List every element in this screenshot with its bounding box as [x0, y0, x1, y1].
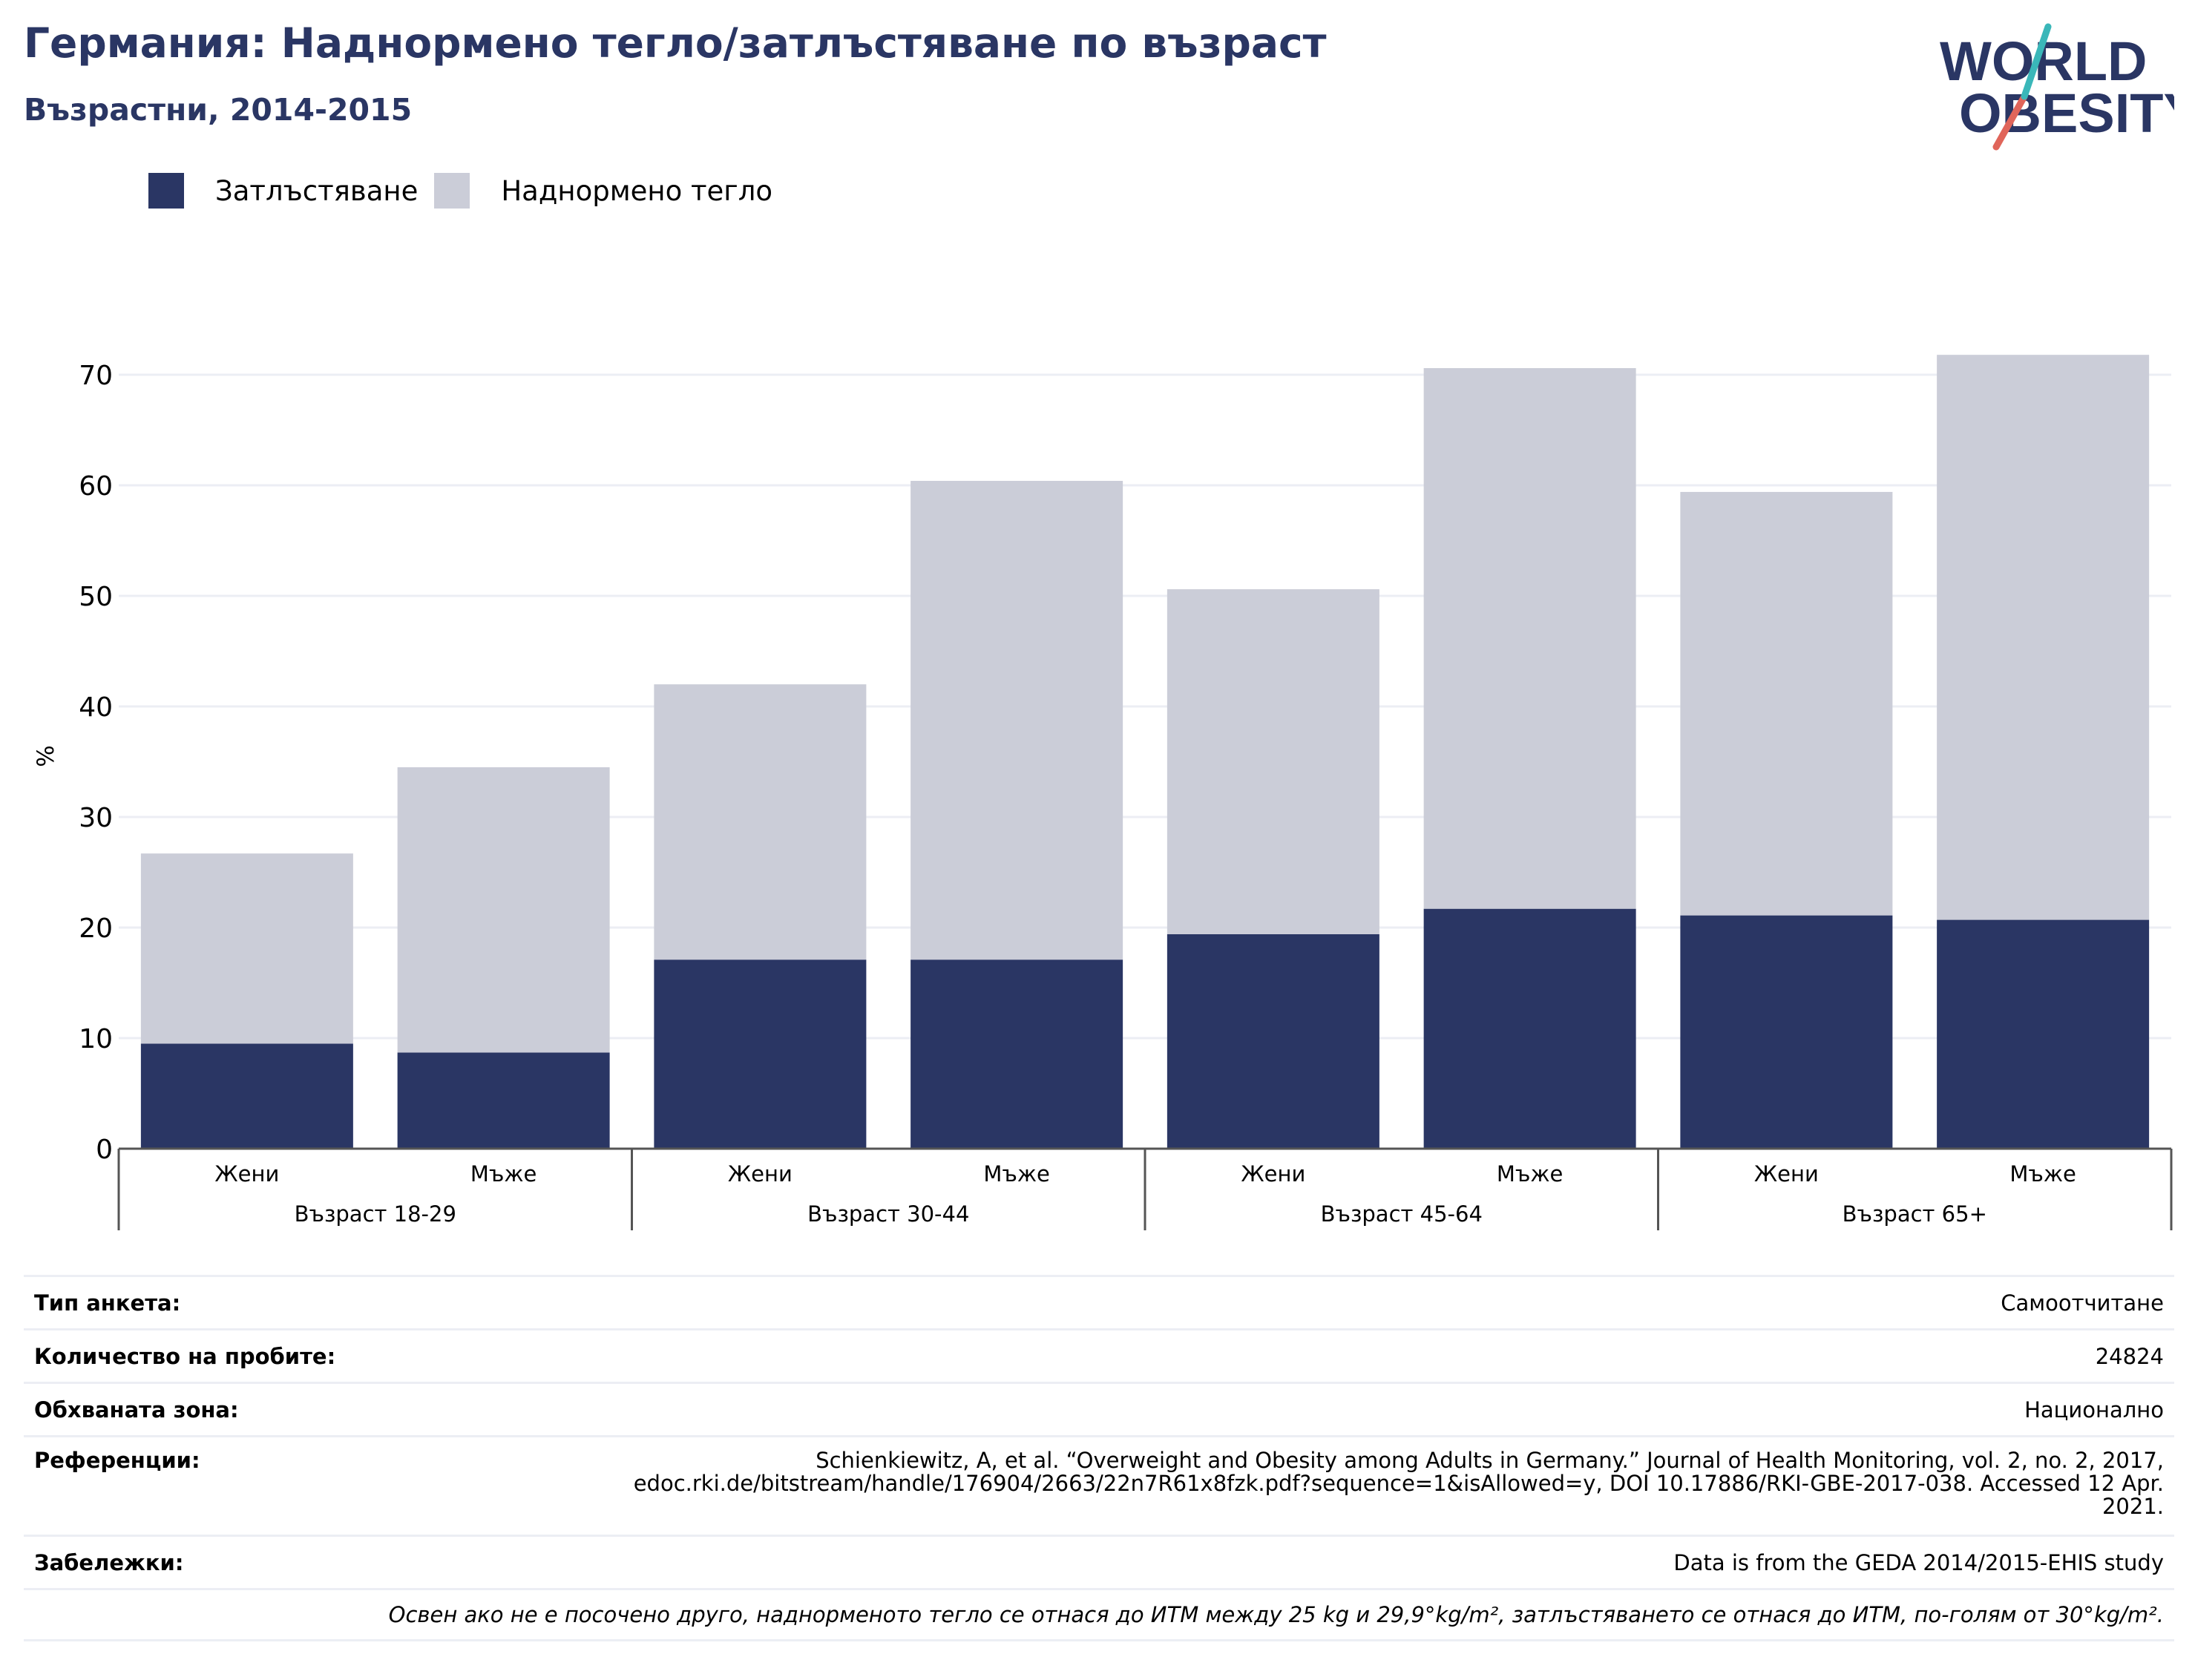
world-obesity-logo: WORLD OBESITY [1940, 23, 2174, 151]
bar-obesity [1423, 908, 1636, 1149]
bar-overweight [1167, 589, 1379, 934]
bar-obesity [911, 959, 1123, 1149]
table-row: Обхваната зона: Национално [24, 1382, 2174, 1435]
bar-overweight [1423, 368, 1636, 909]
x-tick-label: Мъже [2009, 1161, 2076, 1187]
bar-obesity [1167, 933, 1379, 1149]
sample-size-value: 24824 [2095, 1343, 2164, 1369]
notes-value: Data is from the GEDA 2014/2015-EHIS stu… [1673, 1549, 2164, 1575]
group-label: Възраст 18-29 [295, 1201, 456, 1227]
x-tick-label: Мъже [1497, 1161, 1563, 1187]
bar-overweight [140, 853, 353, 1044]
reference-line: 2021. [2102, 1494, 2164, 1519]
y-tick-label: 40 [79, 692, 113, 723]
chart-legend: Затлъстяване Наднормено тегло [148, 172, 789, 209]
bar-overweight [1680, 491, 1893, 916]
footnote: Освен ако не е посочено друго, наднормен… [388, 1602, 2164, 1627]
bar-overweight [397, 767, 610, 1053]
references-label: Референции: [34, 1448, 200, 1473]
y-tick-label: 50 [79, 582, 113, 612]
y-tick-label: 30 [79, 803, 113, 833]
chart-title: Германия: Наднормено тегло/затлъстяване … [24, 19, 1327, 67]
legend-swatch-obesity [148, 173, 184, 209]
table-row: Забележки: Data is from the GEDA 2014/20… [24, 1535, 2174, 1588]
bar-obesity [1680, 915, 1893, 1149]
x-tick-label: Жени [1241, 1161, 1305, 1187]
area-covered-value: Национално [2024, 1397, 2164, 1423]
references-value: Schienkiewitz, A, et al. “Overweight and… [634, 1449, 2164, 1535]
group-label: Възраст 65+ [1843, 1201, 1987, 1227]
bar-overweight [1937, 355, 2150, 920]
chart-subtitle: Възрастни, 2014-2015 [24, 92, 413, 128]
table-row: Освен ако не е посочено друго, наднормен… [24, 1588, 2174, 1641]
metadata-table: Тип анкета: Самоотчитане Количество на п… [24, 1275, 2174, 1641]
y-tick-label: 0 [96, 1135, 113, 1165]
legend-item-overweight: Наднормено тегло [434, 173, 772, 209]
svg-text:OBESITY: OBESITY [1959, 82, 2174, 144]
table-row: Тип анкета: Самоотчитане [24, 1275, 2174, 1328]
y-tick-label: 20 [79, 913, 113, 944]
stacked-bar-chart: 0 10 20 30 40 50 60 70% Жени Мъже Жени Мъже Жени Мъже… [33, 355, 2173, 1230]
bar-obesity [654, 959, 867, 1149]
sample-size-label: Количество на пробите: [34, 1343, 336, 1369]
y-tick-label: 60 [79, 471, 113, 502]
notes-label: Забележки: [34, 1549, 184, 1575]
group-label: Възраст 45-64 [1321, 1201, 1483, 1227]
reference-line: Schienkiewitz, A, et al. “Overweight and… [816, 1448, 2164, 1473]
legend-label-obesity: Затлъстяване [215, 174, 419, 207]
area-covered-label: Обхваната зона: [34, 1397, 239, 1423]
x-tick-label: Жени [1754, 1161, 1819, 1187]
bar-obesity [1937, 919, 2150, 1149]
bar-overweight [654, 684, 867, 960]
table-row: Референции: Schienkiewitz, A, et al. “Ov… [24, 1435, 2174, 1535]
bar-obesity [397, 1052, 610, 1149]
reference-line: edoc.rki.de/bitstream/handle/176904/2663… [633, 1471, 2164, 1496]
legend-label-overweight: Наднормено тегло [501, 174, 773, 207]
y-axis-label: % [33, 745, 59, 767]
bar-obesity [140, 1043, 353, 1149]
legend-item-obesity: Затлъстяване [148, 173, 418, 209]
bar-overweight [911, 481, 1123, 960]
y-tick-label: 70 [79, 361, 113, 391]
survey-type-value: Самоотчитане [2001, 1290, 2164, 1316]
survey-type-label: Тип анкета: [34, 1290, 181, 1316]
x-tick-label: Мъже [983, 1161, 1049, 1187]
group-label: Възраст 30-44 [807, 1201, 969, 1227]
legend-swatch-overweight [434, 173, 470, 209]
x-tick-label: Мъже [470, 1161, 537, 1187]
y-tick-label: 10 [79, 1024, 113, 1054]
x-tick-label: Жени [728, 1161, 793, 1187]
x-tick-label: Жени [214, 1161, 279, 1187]
table-row: Количество на пробите: 24824 [24, 1328, 2174, 1382]
